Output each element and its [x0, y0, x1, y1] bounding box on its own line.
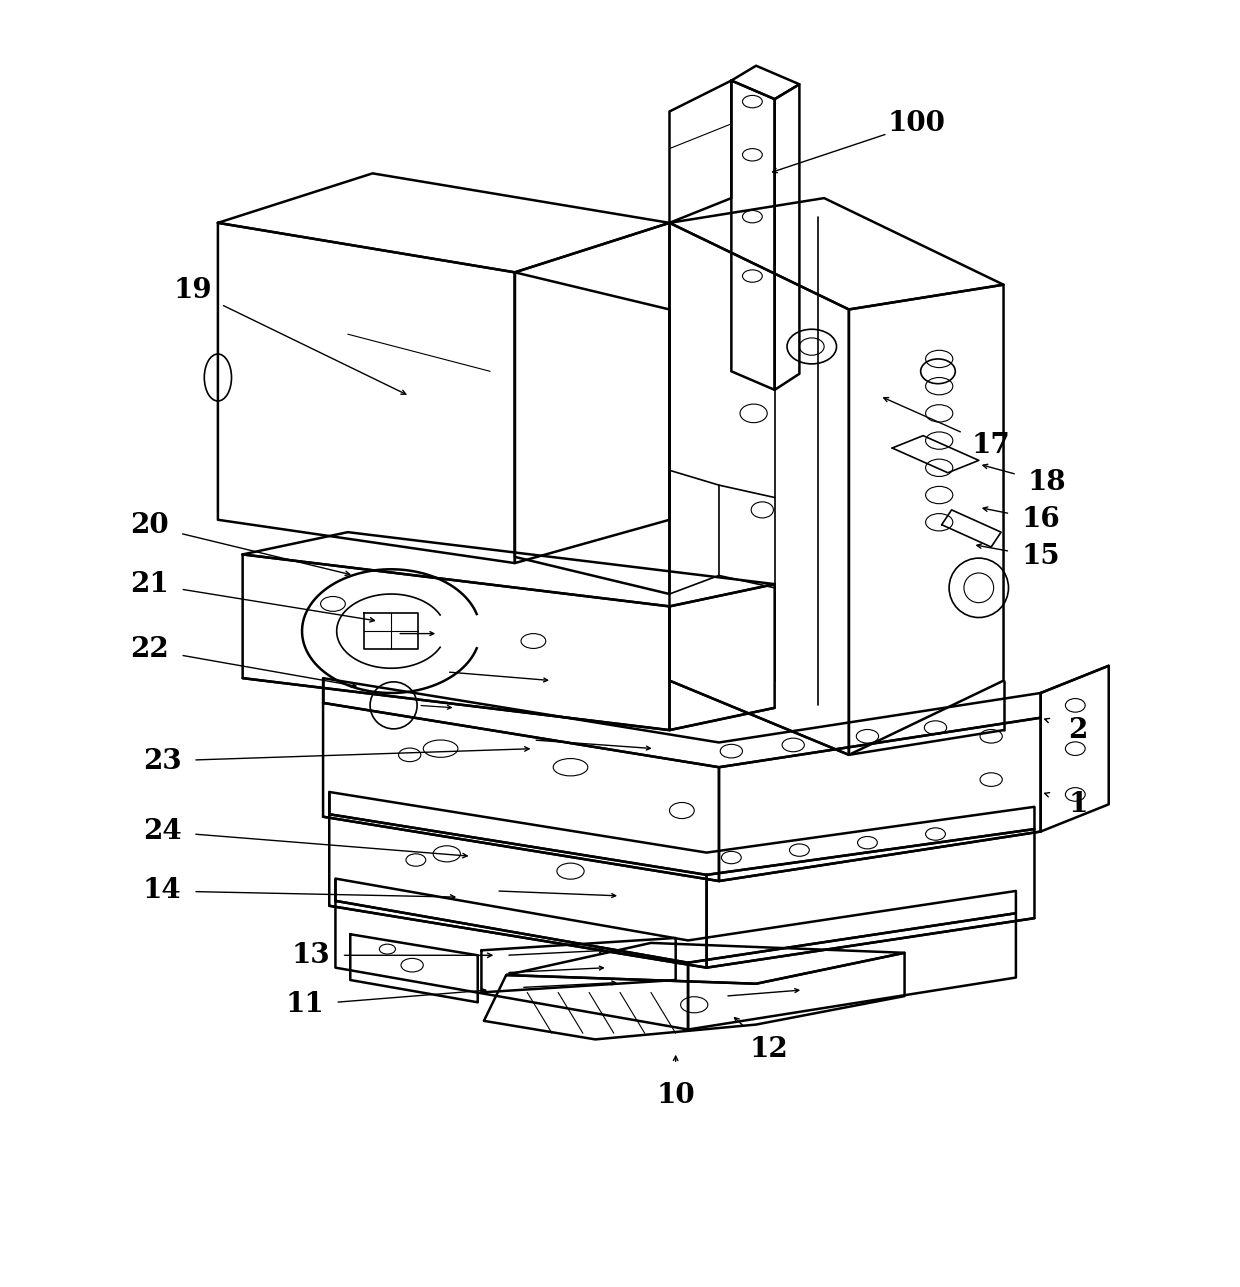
- Text: 16: 16: [1022, 506, 1060, 533]
- Text: 12: 12: [749, 1036, 787, 1063]
- Text: 10: 10: [656, 1081, 694, 1108]
- Text: 20: 20: [130, 512, 169, 539]
- Text: 1: 1: [1068, 790, 1087, 817]
- Text: 22: 22: [130, 636, 169, 663]
- Text: 2: 2: [1068, 717, 1087, 744]
- Text: 18: 18: [1028, 470, 1066, 497]
- Text: 19: 19: [174, 278, 212, 305]
- Text: 17: 17: [972, 432, 1011, 459]
- Text: 100: 100: [888, 111, 946, 138]
- Text: 23: 23: [143, 748, 181, 775]
- Text: 24: 24: [143, 819, 181, 846]
- Text: 14: 14: [143, 878, 181, 905]
- Text: 11: 11: [285, 991, 324, 1018]
- Text: 21: 21: [130, 570, 169, 597]
- Text: 15: 15: [1022, 543, 1060, 570]
- Text: 13: 13: [291, 942, 330, 969]
